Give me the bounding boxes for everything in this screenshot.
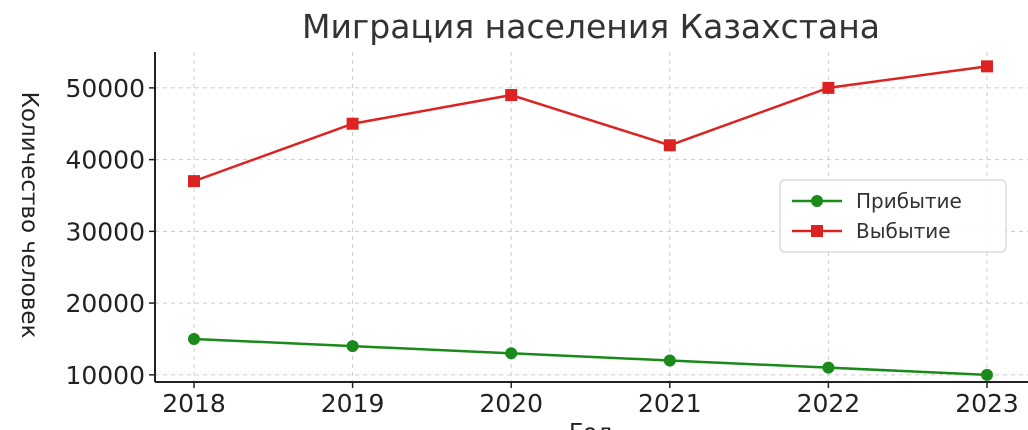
legend-marker [811, 225, 823, 237]
grid-lines [155, 52, 1028, 382]
x-tick-label: 2020 [479, 389, 543, 418]
x-tick-labels: 2018 2019 2020 2021 2022 2023 [162, 389, 1019, 418]
x-tick-label: 2022 [797, 389, 861, 418]
series-line-2 [193, 65, 988, 183]
y-axis-label: Количество человек [16, 92, 42, 339]
data-series [188, 60, 993, 381]
y-tick-label: 10000 [65, 361, 145, 390]
data-point [505, 347, 518, 360]
data-point [981, 60, 993, 73]
data-point [188, 332, 200, 345]
legend-marker [811, 195, 823, 207]
chart-title: Миграция населения Казахстана [302, 7, 880, 46]
legend-box [779, 179, 1007, 253]
y-tick-label: 20000 [65, 289, 145, 318]
data-point [822, 361, 835, 374]
x-tick-label: 2021 [638, 389, 702, 418]
legend-label: Прибытие [856, 189, 962, 213]
data-point [505, 89, 518, 102]
y-tick-label: 40000 [65, 146, 145, 175]
x-tick-label: 2019 [321, 389, 385, 418]
y-tick-labels: 10000 20000 30000 40000 50000 [65, 74, 145, 390]
series-line-1 [193, 337, 988, 377]
x-tick-label: 2023 [955, 389, 1019, 418]
x-tick-label: 2018 [162, 389, 226, 418]
data-point [663, 139, 676, 152]
data-point [346, 117, 359, 130]
data-point [346, 340, 359, 353]
legend: Прибытие Выбытие [779, 179, 1007, 253]
data-point [188, 175, 200, 188]
x-axis-label: Год [569, 420, 613, 430]
data-point [663, 354, 676, 367]
axes [149, 52, 1028, 388]
data-point [822, 81, 835, 94]
y-tick-label: 50000 [65, 74, 145, 103]
data-point [981, 368, 993, 381]
y-tick-label: 30000 [65, 217, 145, 246]
legend-label: Выбытие [856, 219, 951, 243]
